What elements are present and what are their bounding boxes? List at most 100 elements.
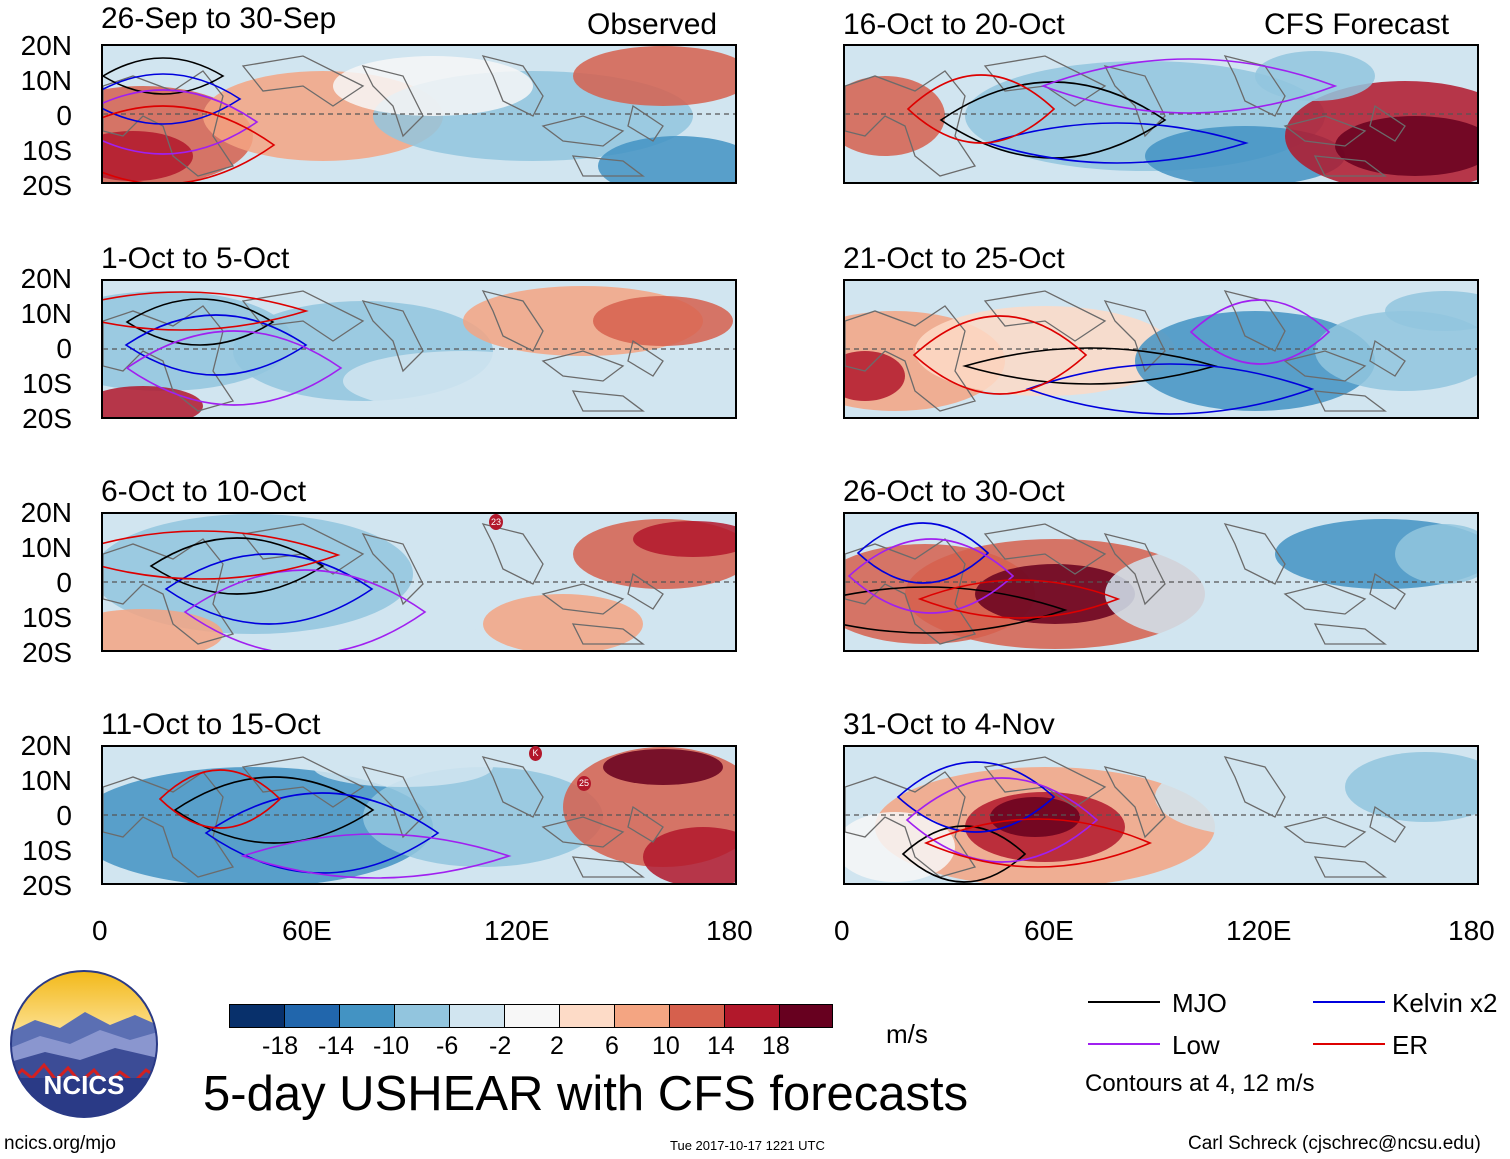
contour-er xyxy=(923,818,1153,868)
footer-url[interactable]: ncics.org/mjo xyxy=(4,1133,116,1154)
shear-map-4 xyxy=(103,747,735,883)
contour-er xyxy=(906,74,1056,144)
contour-er xyxy=(158,769,282,829)
lat-label: 0 xyxy=(56,567,72,598)
ncics-logo: NCICS xyxy=(10,970,158,1118)
shear-anomaly-region xyxy=(845,76,945,156)
shear-anomaly-region xyxy=(593,296,733,346)
legend-note: Contours at 4, 12 m/s xyxy=(1085,1070,1315,1097)
contour-kelvin-x2 xyxy=(164,553,374,625)
lat-label: 10N xyxy=(20,65,72,96)
panel-title-2: 1-Oct to 5-Oct xyxy=(101,242,290,275)
contour-mjo xyxy=(149,537,325,595)
lon-label: 120E xyxy=(484,915,550,946)
shear-anomaly-region xyxy=(1255,51,1375,101)
colorbar-swatch xyxy=(779,1004,833,1028)
colorbar-swatch xyxy=(449,1004,509,1028)
coastline xyxy=(845,290,1406,412)
lat-label: 20N xyxy=(20,263,72,294)
legend-line-low xyxy=(1088,1043,1160,1045)
colorbar-swatch xyxy=(284,1004,344,1028)
contour-low xyxy=(1189,299,1331,365)
shear-anomaly-region xyxy=(103,131,193,181)
lon-label: 60E xyxy=(1024,915,1074,946)
contour-kelvin-x2 xyxy=(856,522,990,584)
contour-er xyxy=(103,105,276,182)
contour-kelvin-x2 xyxy=(985,122,1249,164)
logo-text: NCICS xyxy=(44,1070,125,1100)
contour-er xyxy=(912,315,1088,395)
lon-label: 120E xyxy=(1226,915,1292,946)
lat-label: 0 xyxy=(56,800,72,831)
colorbar-tick: -10 xyxy=(373,1032,410,1060)
main-title: 5-day USHEAR with CFS forecasts xyxy=(203,1067,969,1121)
contour-er xyxy=(917,579,1121,619)
contour-er xyxy=(103,291,309,331)
contour-low xyxy=(125,330,343,406)
shear-anomaly-region xyxy=(603,749,723,785)
shear-map-2 xyxy=(103,281,735,417)
contour-mjo xyxy=(939,81,1167,159)
colorbar-swatch xyxy=(339,1004,399,1028)
shear-anomaly-region xyxy=(643,827,735,883)
contour-low xyxy=(183,569,427,650)
colorbar-tick: 18 xyxy=(762,1032,790,1060)
lat-label: 20S xyxy=(22,870,72,901)
lat-label: 0 xyxy=(56,333,72,364)
panel-title-8: 31-Oct to 4-Nov xyxy=(843,708,1055,741)
lat-label: 20N xyxy=(20,30,72,61)
coastline xyxy=(845,756,1406,878)
legend-line-er xyxy=(1313,1043,1385,1045)
lat-label: 10S xyxy=(22,602,72,633)
storm-marker: 25 xyxy=(577,776,591,791)
lat-label: 10S xyxy=(22,135,72,166)
colorbar-swatch xyxy=(504,1004,564,1028)
lat-label: 20S xyxy=(22,403,72,434)
contour-low xyxy=(1040,58,1338,114)
shear-map-1 xyxy=(103,46,735,182)
colorbar-tick: -18 xyxy=(262,1032,299,1060)
colorbar-tick: 2 xyxy=(550,1032,564,1060)
coastline xyxy=(103,756,664,878)
colorbar-tick: 14 xyxy=(707,1032,735,1060)
map-panel-1 xyxy=(101,44,737,184)
colorbar-units: m/s xyxy=(886,1019,928,1049)
contour-low xyxy=(103,89,259,155)
map-panel-7 xyxy=(843,512,1479,652)
coastline xyxy=(845,55,1406,177)
contour-low xyxy=(847,538,1015,614)
colorbar-swatch xyxy=(559,1004,619,1028)
lat-label: 20S xyxy=(22,637,72,668)
lat-label: 10N xyxy=(20,298,72,329)
shear-anomaly-region xyxy=(573,46,735,106)
lat-label: 20N xyxy=(20,497,72,528)
shear-anomaly-region xyxy=(598,136,735,182)
panel-title-5: 16-Oct to 20-Oct xyxy=(843,8,1065,41)
shear-anomaly-region xyxy=(1155,757,1375,837)
shear-anomaly-region xyxy=(633,521,735,557)
contour-kelvin-x2 xyxy=(103,73,242,125)
lat-label: 10S xyxy=(22,835,72,866)
colorbar-tick: -14 xyxy=(318,1032,355,1060)
shear-anomaly-region xyxy=(1385,291,1477,331)
shear-anomaly-region xyxy=(1315,311,1477,391)
storm-marker: K xyxy=(529,746,542,761)
colorbar-tick: 10 xyxy=(652,1032,680,1060)
panel-title-4: 11-Oct to 15-Oct xyxy=(101,708,321,741)
shear-anomaly-region xyxy=(483,594,643,650)
shear-anomaly-region xyxy=(1395,524,1477,584)
storm-marker: 23 xyxy=(489,514,503,530)
shear-anomaly-region xyxy=(975,564,1135,624)
map-panel-6 xyxy=(843,279,1479,419)
map-panel-3 xyxy=(101,512,737,652)
contour-low xyxy=(240,833,512,879)
lat-label: 10N xyxy=(20,532,72,563)
colorbar-swatch xyxy=(229,1004,289,1028)
colorbar-swatch xyxy=(669,1004,729,1028)
lat-label: 10N xyxy=(20,765,72,796)
panel-title-1: 26-Sep to 30-Sep xyxy=(101,2,337,35)
coastline xyxy=(103,290,664,412)
shear-anomaly-region xyxy=(103,514,413,634)
coastline xyxy=(845,523,1406,645)
contour-mjo xyxy=(901,825,1027,883)
